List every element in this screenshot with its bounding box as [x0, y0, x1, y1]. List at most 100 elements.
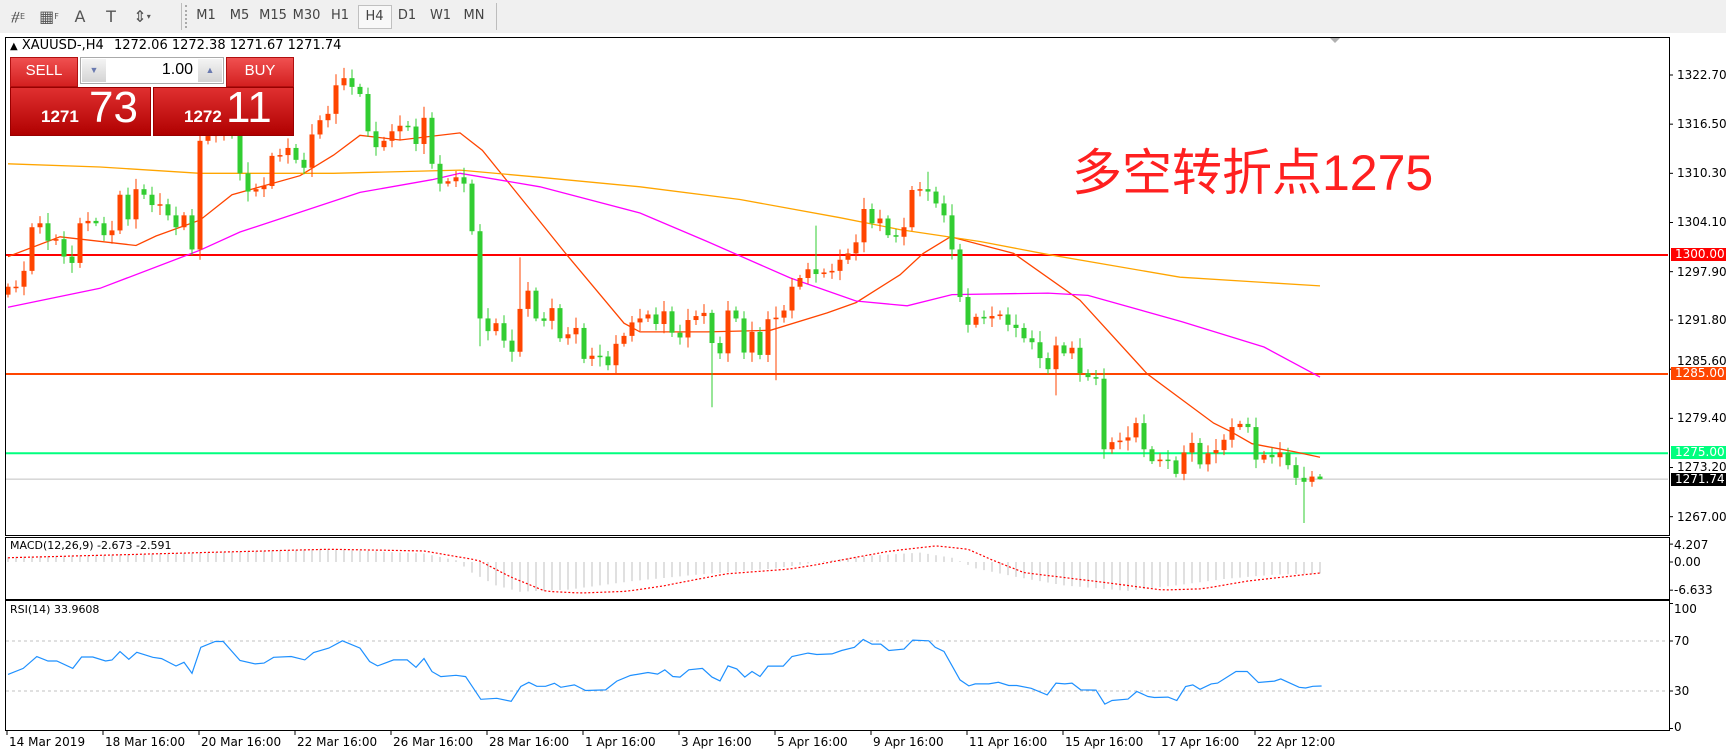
chart-shift-marker-icon[interactable]: [1330, 38, 1340, 43]
candle-body: [829, 270, 835, 273]
timeframe-w1-button[interactable]: W1: [429, 8, 452, 23]
current-price-label: 1271.74: [1671, 473, 1726, 486]
candle: [709, 309, 715, 408]
candle: [525, 281, 531, 317]
candle-body: [573, 327, 579, 335]
candle-body: [901, 227, 907, 237]
time-axis-label: 20 Mar 16:00: [201, 735, 282, 749]
macd-label: MACD(12,26,9) -2.673 -2.591: [10, 539, 172, 552]
candle: [645, 310, 651, 323]
timeframe-m15-button[interactable]: M15: [259, 8, 287, 23]
candle-body: [517, 308, 523, 352]
timeframe-m30-button[interactable]: M30: [292, 8, 321, 23]
time-axis-label: 28 Mar 16:00: [489, 735, 570, 749]
candle-body: [877, 218, 883, 224]
candle-body: [1029, 338, 1035, 343]
price-axis-label: 1316.50: [1677, 117, 1726, 131]
sell-pips: 73: [89, 83, 138, 132]
price-axis-label: 1267.00: [1677, 510, 1726, 524]
candle: [965, 288, 971, 333]
candle: [1229, 418, 1235, 448]
candle-body: [1045, 358, 1051, 370]
rsi-label: RSI(14) 33.9608: [10, 603, 100, 616]
candle-body: [165, 204, 171, 216]
chart-annotation-text[interactable]: 多空转折点1275: [1072, 145, 1434, 201]
moving-average-line: [7, 163, 1321, 287]
candle: [1069, 341, 1075, 360]
candle: [861, 197, 867, 253]
candle: [1181, 445, 1187, 481]
candle: [685, 308, 691, 348]
candle: [973, 313, 979, 328]
candle: [1093, 369, 1099, 386]
timeframe-m5-button[interactable]: M5: [229, 8, 250, 23]
timeframe-mn-button[interactable]: MN: [463, 8, 485, 23]
candle-body: [781, 310, 787, 318]
candle: [1005, 307, 1011, 332]
candle-body: [917, 189, 923, 191]
level-price-label[interactable]: 1300.00: [1671, 248, 1726, 261]
candle-body: [357, 86, 363, 95]
time-axis-label: 11 Apr 16:00: [969, 735, 1048, 749]
candle-body: [661, 311, 667, 324]
rsi-plot: [6, 638, 1668, 705]
candle: [837, 249, 843, 281]
candle-body: [373, 131, 379, 148]
candle-body: [101, 223, 107, 236]
candle-body: [557, 308, 563, 339]
candle-body: [869, 209, 875, 224]
candle: [1205, 445, 1211, 472]
lot-decrease-button[interactable]: ▼: [82, 59, 106, 82]
candle-body: [805, 269, 811, 278]
timeframe-d1-button[interactable]: D1: [397, 8, 417, 23]
candle-body: [949, 215, 955, 250]
timeframe-h1-button[interactable]: H1: [330, 8, 350, 23]
text-icon[interactable]: A: [66, 4, 94, 28]
candle: [1277, 442, 1283, 467]
text-label-icon[interactable]: T: [97, 4, 125, 28]
candle: [1253, 417, 1259, 469]
candle: [589, 347, 595, 367]
candle-body: [613, 343, 619, 366]
candle-body: [1053, 345, 1059, 370]
candle: [445, 178, 451, 187]
buy-button[interactable]: BUY: [226, 57, 294, 87]
collapse-triangle-icon[interactable]: ▲: [10, 41, 18, 52]
candle: [1013, 314, 1019, 338]
candle: [949, 204, 955, 260]
lot-size-field[interactable]: ▼ 1.00 ▲: [80, 57, 224, 84]
level-price-label[interactable]: 1275.00: [1671, 446, 1726, 459]
lot-increase-button[interactable]: ▲: [198, 59, 222, 82]
sell-price-button[interactable]: 1271 73: [10, 83, 151, 136]
candle: [1245, 417, 1251, 433]
candle: [245, 162, 251, 202]
timeframe-m1-button[interactable]: M1: [196, 8, 216, 23]
line-studies-icon[interactable]: ⧣ E: [4, 4, 32, 28]
candle-body: [981, 316, 987, 319]
candle-body: [21, 270, 27, 287]
candle-body: [413, 126, 419, 144]
toolbar-grip[interactable]: [185, 5, 189, 28]
candle: [677, 324, 683, 345]
rsi-pane[interactable]: [5, 600, 1670, 731]
candle: [1309, 471, 1315, 487]
candle: [397, 115, 403, 141]
candle: [1197, 438, 1203, 469]
candle: [365, 87, 371, 138]
candle-body: [581, 327, 587, 359]
candle-body: [365, 94, 371, 132]
buy-price-button[interactable]: 1272 11: [153, 83, 294, 136]
candle-body: [1165, 459, 1171, 462]
text-label-icon-glyph: T: [106, 6, 116, 26]
lot-value[interactable]: 1.00: [161, 61, 193, 78]
macd-pane[interactable]: [5, 537, 1670, 600]
sell-button[interactable]: SELL: [10, 57, 78, 87]
timeframe-h4-button[interactable]: H4: [357, 5, 392, 29]
candle-body: [693, 316, 699, 321]
grid-icon[interactable]: ▦ F: [35, 4, 63, 28]
candle: [461, 167, 467, 193]
arrows-icon[interactable]: ⇕ ▾: [128, 4, 156, 28]
level-price-label[interactable]: 1285.00: [1671, 367, 1726, 380]
candle-body: [269, 155, 275, 187]
candle: [629, 316, 635, 342]
